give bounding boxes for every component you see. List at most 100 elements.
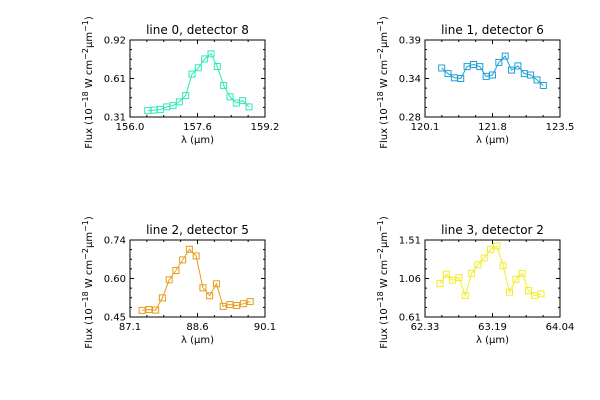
- data-point-marker: [245, 103, 253, 111]
- data-point-marker: [455, 274, 463, 282]
- y-axis-label-part: −18: [81, 91, 90, 108]
- y-axis-label: Flux (10−18 W cm−2μm−1): [376, 16, 390, 149]
- panel-1: line 1, detector 6 120.1 121.8 123.5 0.28 0.3…: [376, 16, 574, 149]
- y-axis-label-part: ): [379, 16, 390, 20]
- y-axis-label: Flux (10−18 W cm−2μm−1): [81, 16, 95, 149]
- data-point-marker: [206, 292, 214, 300]
- y-axis-label-part: μm: [379, 32, 390, 48]
- data-point-marker: [165, 276, 173, 284]
- y-tick-label: 1.06: [399, 274, 421, 285]
- y-axis-label-part: −1: [376, 220, 385, 232]
- data-point-marker: [438, 64, 446, 72]
- y-tick-label: 0.61: [104, 74, 126, 85]
- data-point-marker: [188, 70, 196, 78]
- data-point-marker: [138, 306, 146, 314]
- series-line: [142, 248, 251, 311]
- y-axis-label-part: Flux (10: [379, 308, 390, 349]
- y-tick-label: 1.51: [399, 236, 421, 247]
- data-point-marker: [233, 302, 241, 310]
- data-point-marker: [493, 242, 501, 250]
- y-axis-label-part: W cm: [379, 60, 390, 91]
- y-axis-label-part: −1: [81, 220, 90, 232]
- data-point-marker: [480, 254, 488, 262]
- y-axis-label-part: W cm: [379, 260, 390, 291]
- y-axis-label-part: Flux (10: [84, 308, 95, 349]
- x-axis-label: λ (μm): [476, 335, 509, 346]
- data-point-marker: [495, 58, 503, 66]
- data-point-marker: [508, 66, 516, 74]
- plot-frame: [424, 239, 561, 318]
- data-point-marker: [457, 75, 465, 82]
- y-axis-label-part: −2: [376, 248, 385, 260]
- data-point-marker: [468, 269, 476, 277]
- x-tick-label: 62.33: [411, 322, 440, 333]
- y-axis-label-part: −2: [81, 48, 90, 60]
- data-point-marker: [537, 290, 545, 298]
- x-tick-label: 63.19: [478, 322, 507, 333]
- data-point-marker: [436, 280, 444, 288]
- y-axis-label-part: W cm: [84, 260, 95, 291]
- data-point-marker: [185, 245, 193, 253]
- data-point-marker: [501, 52, 509, 60]
- y-axis-label-part: −18: [81, 291, 90, 308]
- y-tick-label: 0.92: [104, 36, 126, 47]
- x-axis-label: λ (μm): [181, 135, 214, 146]
- data-point-marker: [442, 270, 450, 278]
- data-point-marker: [246, 298, 254, 306]
- x-tick-label: 90.1: [254, 322, 276, 333]
- data-point-marker: [201, 55, 209, 63]
- data-point-marker: [175, 98, 183, 106]
- y-axis-label-part: −18: [376, 91, 385, 108]
- data-point-marker: [219, 302, 227, 310]
- y-axis-label-part: −2: [81, 248, 90, 260]
- x-tick-label: 64.04: [546, 322, 575, 333]
- plot-frame: [129, 39, 266, 118]
- data-point-marker: [518, 269, 526, 277]
- panel-title: line 3, detector 2: [441, 223, 544, 237]
- y-tick-label: 0.45: [104, 313, 126, 324]
- y-axis-label-part: ): [84, 16, 95, 20]
- panel-title: line 1, detector 6: [441, 23, 544, 37]
- y-axis-label-part: ): [84, 216, 95, 220]
- data-point-marker: [444, 70, 452, 78]
- data-point-marker: [512, 275, 520, 283]
- panel-0: line 0, detector 8 156.0 157.6 159.2 0.31 0.6…: [81, 16, 279, 149]
- y-axis-label-part: μm: [379, 232, 390, 248]
- y-axis-label-part: −2: [376, 48, 385, 60]
- x-tick-label: 88.6: [186, 322, 208, 333]
- x-tick-label: 120.1: [411, 122, 440, 133]
- y-axis-label: Flux (10−18 W cm−2μm−1): [376, 216, 390, 349]
- x-tick-label: 87.1: [119, 322, 141, 333]
- x-tick-label: 159.2: [251, 122, 280, 133]
- x-tick-label: 157.6: [183, 122, 212, 133]
- y-axis-label: Flux (10−18 W cm−2μm−1): [81, 216, 95, 349]
- data-point-marker: [145, 306, 153, 314]
- panel-title: line 0, detector 8: [146, 23, 249, 37]
- data-point-marker: [199, 284, 207, 292]
- data-point-marker: [152, 306, 160, 314]
- x-axis-label: λ (μm): [476, 135, 509, 146]
- data-point-marker: [489, 71, 496, 79]
- plot-frame: [129, 239, 266, 318]
- y-axis-label-part: μm: [84, 32, 95, 48]
- y-axis-label-part: −1: [81, 20, 90, 32]
- data-point-marker: [207, 50, 215, 58]
- data-point-marker: [226, 93, 234, 101]
- y-axis-label-part: −18: [376, 291, 385, 308]
- y-axis-label-part: −1: [376, 20, 385, 32]
- y-tick-label: 0.61: [399, 313, 421, 324]
- data-point-marker: [172, 267, 180, 275]
- data-point-marker: [474, 261, 482, 269]
- data-point-marker: [182, 92, 190, 100]
- data-point-marker: [158, 294, 166, 302]
- data-point-marker: [239, 300, 247, 308]
- y-axis-label-part: W cm: [84, 60, 95, 91]
- data-point-marker: [192, 252, 200, 260]
- panel-title: line 2, detector 5: [146, 223, 249, 237]
- x-tick-label: 121.8: [478, 122, 507, 133]
- data-point-marker: [461, 292, 469, 300]
- data-point-marker: [527, 71, 535, 79]
- panel-3: line 3, detector 2 62.33 63.19 64.04 0.61 1.0…: [376, 216, 574, 349]
- data-point-marker: [533, 76, 541, 84]
